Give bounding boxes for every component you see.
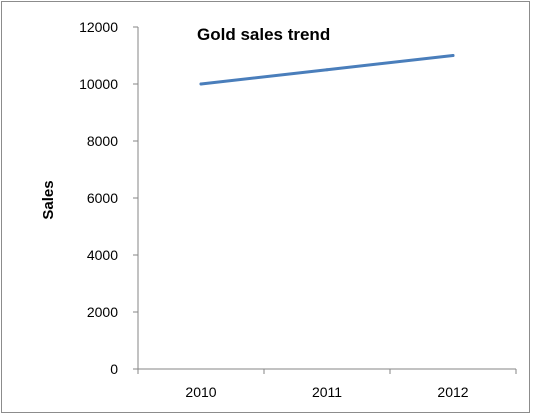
data-point bbox=[325, 68, 329, 72]
y-tick-label: 12000 bbox=[79, 19, 118, 35]
y-tick-label: 0 bbox=[110, 361, 118, 377]
y-axis-label: Sales bbox=[40, 180, 57, 219]
series-marks bbox=[199, 54, 455, 86]
ticks: 0 2000 4000 6000 8000 10000 12000 2010 2011 2012 bbox=[79, 19, 517, 400]
y-tick-label: 6000 bbox=[87, 190, 118, 206]
data-point bbox=[199, 82, 203, 86]
chart-title: Gold sales trend bbox=[197, 25, 330, 44]
axes bbox=[137, 27, 516, 370]
x-tick-label: 2010 bbox=[185, 384, 216, 400]
y-tick-label: 10000 bbox=[79, 76, 118, 92]
y-tick-label: 8000 bbox=[87, 133, 118, 149]
x-tick-label: 2012 bbox=[437, 384, 468, 400]
x-tick-label: 2011 bbox=[312, 384, 342, 400]
y-tick-label: 4000 bbox=[87, 247, 118, 263]
data-point bbox=[451, 54, 455, 57]
y-tick-label: 2000 bbox=[87, 304, 118, 320]
